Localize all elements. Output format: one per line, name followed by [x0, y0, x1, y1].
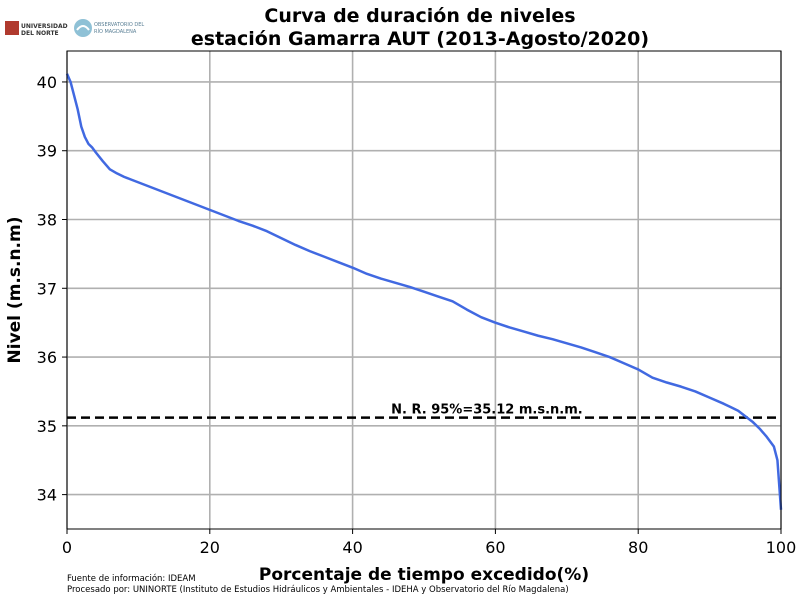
x-tick-label: 60 — [485, 538, 505, 557]
observatorio-logo: OBSERVATORIO DEL RÍO MAGDALENA — [74, 19, 144, 37]
y-tick-label: 38 — [37, 211, 57, 230]
observatorio-logo-line2: RÍO MAGDALENA — [94, 28, 137, 35]
x-axis-label: Porcentaje de tiempo excedido(%) — [259, 565, 589, 585]
footer-source: Fuente de información: IDEAM — [67, 573, 196, 584]
x-tick-label: 20 — [200, 538, 220, 557]
chart-title-line2: estación Gamarra AUT (2013-Agosto/2020) — [191, 28, 649, 50]
uninorte-logo-line1: UNIVERSIDAD — [21, 23, 68, 30]
y-tick-label: 40 — [37, 73, 57, 92]
y-axis-label: Nivel (m.s.n.m) — [5, 217, 25, 364]
x-tick-label: 80 — [628, 538, 648, 557]
y-tick-label: 36 — [37, 348, 57, 367]
observatorio-logo-line1: OBSERVATORIO DEL — [94, 22, 144, 28]
footer-processed: Procesado por: UNINORTE (Instituto de Es… — [67, 585, 569, 595]
x-axis-ticks: 0 20 40 60 80 100 — [62, 529, 796, 557]
plot-frame — [66, 50, 782, 530]
observatorio-emblem-icon — [74, 19, 92, 37]
y-axis-ticks: 34 35 36 37 38 39 40 — [37, 73, 67, 505]
reference-line-label: N. R. 95%=35.12 m.s.n.m. — [391, 403, 583, 418]
x-tick-label: 0 — [62, 538, 72, 557]
x-tick-label: 40 — [342, 538, 362, 557]
duration-curve-line — [65, 73, 783, 510]
y-tick-label: 34 — [37, 486, 57, 505]
x-tick-label: 100 — [766, 538, 797, 557]
y-tick-label: 39 — [37, 142, 57, 161]
grid-lines — [66, 51, 782, 529]
uninorte-logo-line2: DEL NORTE — [21, 30, 59, 37]
y-tick-label: 35 — [37, 417, 57, 436]
series-group — [65, 73, 783, 510]
chart-title-line1: Curva de duración de niveles — [264, 5, 575, 27]
uninorte-logo: UNIVERSIDAD DEL NORTE — [5, 21, 68, 37]
uninorte-shield-icon — [5, 21, 19, 35]
y-tick-label: 37 — [37, 279, 57, 298]
